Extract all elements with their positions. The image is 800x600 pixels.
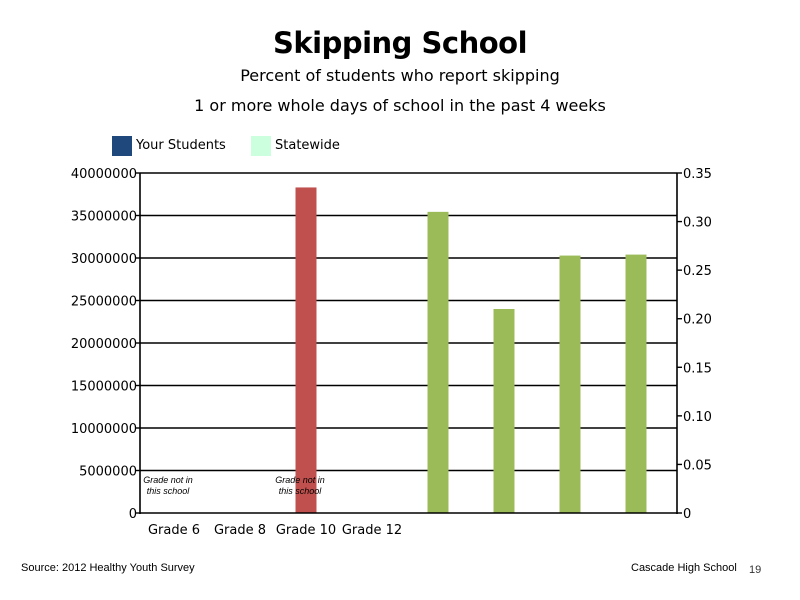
left-tick-label-2: 10000000 [71, 422, 137, 437]
bar-right-axis-3 [625, 254, 647, 513]
x-category-label-3: Grade 12 [342, 523, 402, 538]
right-tick-label-7: 0.35 [683, 167, 712, 182]
bar-right-axis-2 [559, 255, 581, 514]
left-tick-label-5: 25000000 [71, 295, 137, 310]
page-number: 19 [749, 564, 762, 576]
right-tick-label-2: 0.10 [683, 410, 712, 425]
left-tick-label-3: 15000000 [71, 380, 137, 395]
right-tick-label-3: 0.15 [683, 361, 712, 376]
left-tick-label-7: 35000000 [71, 210, 137, 225]
legend-swatch-your-students [112, 136, 132, 156]
right-tick-label-0: 0 [683, 507, 691, 522]
right-tick-label-5: 0.25 [683, 264, 712, 279]
chart-subtitle-line2: 1 or more whole days of school in the pa… [194, 96, 606, 115]
source-note: Source: 2012 Healthy Youth Survey [21, 562, 195, 574]
annotation-line1-1: Grade not in [275, 475, 325, 485]
annotation-line2-0: this school [147, 486, 191, 496]
left-tick-label-4: 20000000 [71, 337, 137, 352]
left-tick-label-8: 40000000 [71, 167, 137, 182]
x-category-label-1: Grade 8 [214, 523, 266, 538]
left-tick-label-1: 5000000 [79, 465, 137, 480]
right-tick-label-4: 0.20 [683, 313, 712, 328]
bar-left-axis-0 [295, 187, 317, 513]
chart-title: Skipping School [272, 26, 528, 60]
left-tick-label-6: 30000000 [71, 252, 137, 267]
legend-label-statewide: Statewide [275, 138, 340, 153]
chart-subtitle-line1: Percent of students who report skipping [240, 66, 560, 85]
legend-label-your-students: Your Students [136, 138, 226, 153]
annotation-line1-0: Grade not in [143, 475, 193, 485]
x-category-label-0: Grade 6 [148, 523, 200, 538]
legend-swatch-statewide [251, 136, 271, 156]
right-tick-label-1: 0.05 [683, 458, 712, 473]
right-tick-label-6: 0.30 [683, 216, 712, 231]
bar-right-axis-0 [427, 211, 449, 513]
school-name: Cascade High School [631, 562, 737, 574]
annotation-line2-1: this school [279, 486, 323, 496]
x-category-label-2: Grade 10 [276, 523, 336, 538]
bar-right-axis-1 [493, 309, 515, 513]
left-tick-label-0: 0 [129, 507, 137, 522]
